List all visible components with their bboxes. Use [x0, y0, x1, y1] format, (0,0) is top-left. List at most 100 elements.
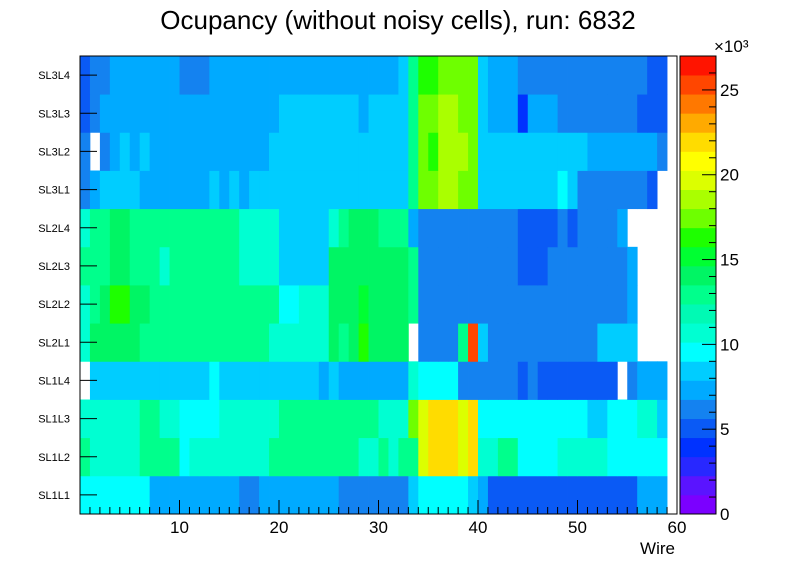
heatmap-cell [279, 170, 290, 210]
heatmap-cell [527, 399, 539, 439]
colorbar-band [680, 246, 716, 267]
heatmap-cell [468, 475, 479, 515]
heatmap-cell [517, 361, 529, 400]
heatmap-cell [458, 208, 469, 248]
heatmap-cell [408, 246, 419, 286]
heatmap-cell [617, 94, 628, 133]
heatmap-cell [308, 170, 320, 210]
heatmap-cell [119, 323, 131, 362]
heatmap-cell [527, 361, 539, 400]
heatmap-cell [179, 56, 190, 95]
heatmap-cell [239, 132, 250, 171]
heatmap-cell [149, 56, 160, 95]
heatmap-cell [259, 246, 270, 286]
chart-title: Ocupancy (without noisy cells), run: 683… [160, 5, 635, 35]
heatmap-cell [537, 246, 549, 286]
heatmap-cell [497, 361, 509, 400]
heatmap-cell [189, 323, 200, 362]
heatmap-cell [368, 361, 379, 400]
heatmap-cell [458, 437, 469, 477]
heatmap-cell [527, 246, 539, 286]
heatmap-cell [487, 399, 499, 439]
heatmap-cell [378, 323, 389, 362]
heatmap-cell [478, 475, 489, 515]
heatmap-cell [139, 285, 151, 324]
heatmap-cell [348, 94, 359, 133]
heatmap-cell [468, 56, 479, 95]
heatmap-cell [438, 246, 449, 286]
heatmap-cell [209, 170, 220, 210]
heatmap-cell [169, 437, 180, 477]
heatmap-cell [149, 475, 160, 515]
heatmap-cell [607, 475, 618, 515]
heatmap-cell [269, 170, 280, 210]
heatmap-cell [617, 132, 628, 171]
heatmap-cell [388, 361, 399, 400]
heatmap-cell [109, 285, 121, 324]
heatmap-cell [607, 437, 618, 477]
heatmap-cell [328, 475, 340, 515]
y-axis: SL1L1 SL1L2 SL1L3 SL1L4 SL2L1 SL2L2 SL2L3 SL2L4… [38, 70, 97, 502]
heatmap-cell [517, 94, 529, 133]
heatmap-cell [99, 437, 111, 477]
heatmap-cell [149, 361, 160, 400]
heatmap-cell [408, 208, 419, 248]
heatmap-cell [259, 132, 270, 171]
heatmap-cell [358, 132, 369, 171]
heatmap-cell [179, 170, 190, 210]
heatmap-cell [169, 399, 180, 439]
heatmap-cell [557, 132, 568, 171]
heatmap-cell [448, 399, 459, 439]
x-tick-label: 10 [170, 518, 189, 537]
heatmap-cell [577, 246, 588, 286]
heatmap-cell [547, 246, 558, 286]
heatmap-cell [448, 285, 459, 324]
heatmap-cell [159, 56, 170, 95]
heatmap-cell [517, 285, 529, 324]
heatmap-cell [537, 437, 549, 477]
heatmap-cell [487, 475, 499, 515]
heatmap-cell [458, 94, 469, 133]
heatmap-cell [408, 56, 419, 95]
heatmap-cell [219, 475, 230, 515]
heatmap-cell [478, 170, 489, 210]
colorbar-axis: 0 5 10 15 20 25 [702, 55, 739, 524]
heatmap-cell [348, 132, 359, 171]
heatmap-cell [328, 132, 340, 171]
colorbar-band [680, 285, 716, 305]
heatmap-cell [129, 56, 141, 95]
heatmap-cell [597, 132, 608, 171]
heatmap-cell [189, 56, 200, 95]
heatmap-cell [418, 399, 429, 439]
heatmap-cell [497, 132, 509, 171]
heatmap-cell [119, 56, 131, 95]
heatmap-cell [338, 246, 350, 286]
heatmap-cell [308, 361, 320, 400]
heatmap-cell [249, 132, 260, 171]
heatmap-cell [637, 361, 648, 400]
colorbar-band [680, 342, 716, 362]
y-tick-label: SL2L4 [38, 223, 70, 235]
heatmap-cells [80, 56, 668, 515]
heatmap-cell [179, 361, 190, 400]
heatmap-cell [497, 56, 509, 95]
heatmap-cell [487, 361, 499, 400]
heatmap-cell [99, 56, 111, 95]
heatmap-cell [279, 399, 290, 439]
x-tick-label: 40 [469, 518, 488, 537]
heatmap-cell [318, 94, 330, 133]
heatmap-cell [428, 170, 439, 210]
heatmap-cell [249, 437, 260, 477]
heatmap-cell [199, 437, 210, 477]
heatmap-cell [199, 475, 210, 515]
heatmap-cell [179, 246, 190, 286]
heatmap-cell [249, 170, 260, 210]
heatmap-cell [219, 437, 230, 477]
heatmap-cell [468, 170, 479, 210]
heatmap-cell [448, 246, 459, 286]
colorbar-band [680, 475, 716, 496]
heatmap-cell [487, 170, 499, 210]
heatmap-cell [537, 475, 549, 515]
y-tick-label: SL3L3 [38, 108, 70, 120]
y-tick-label: SL2L2 [38, 299, 70, 311]
